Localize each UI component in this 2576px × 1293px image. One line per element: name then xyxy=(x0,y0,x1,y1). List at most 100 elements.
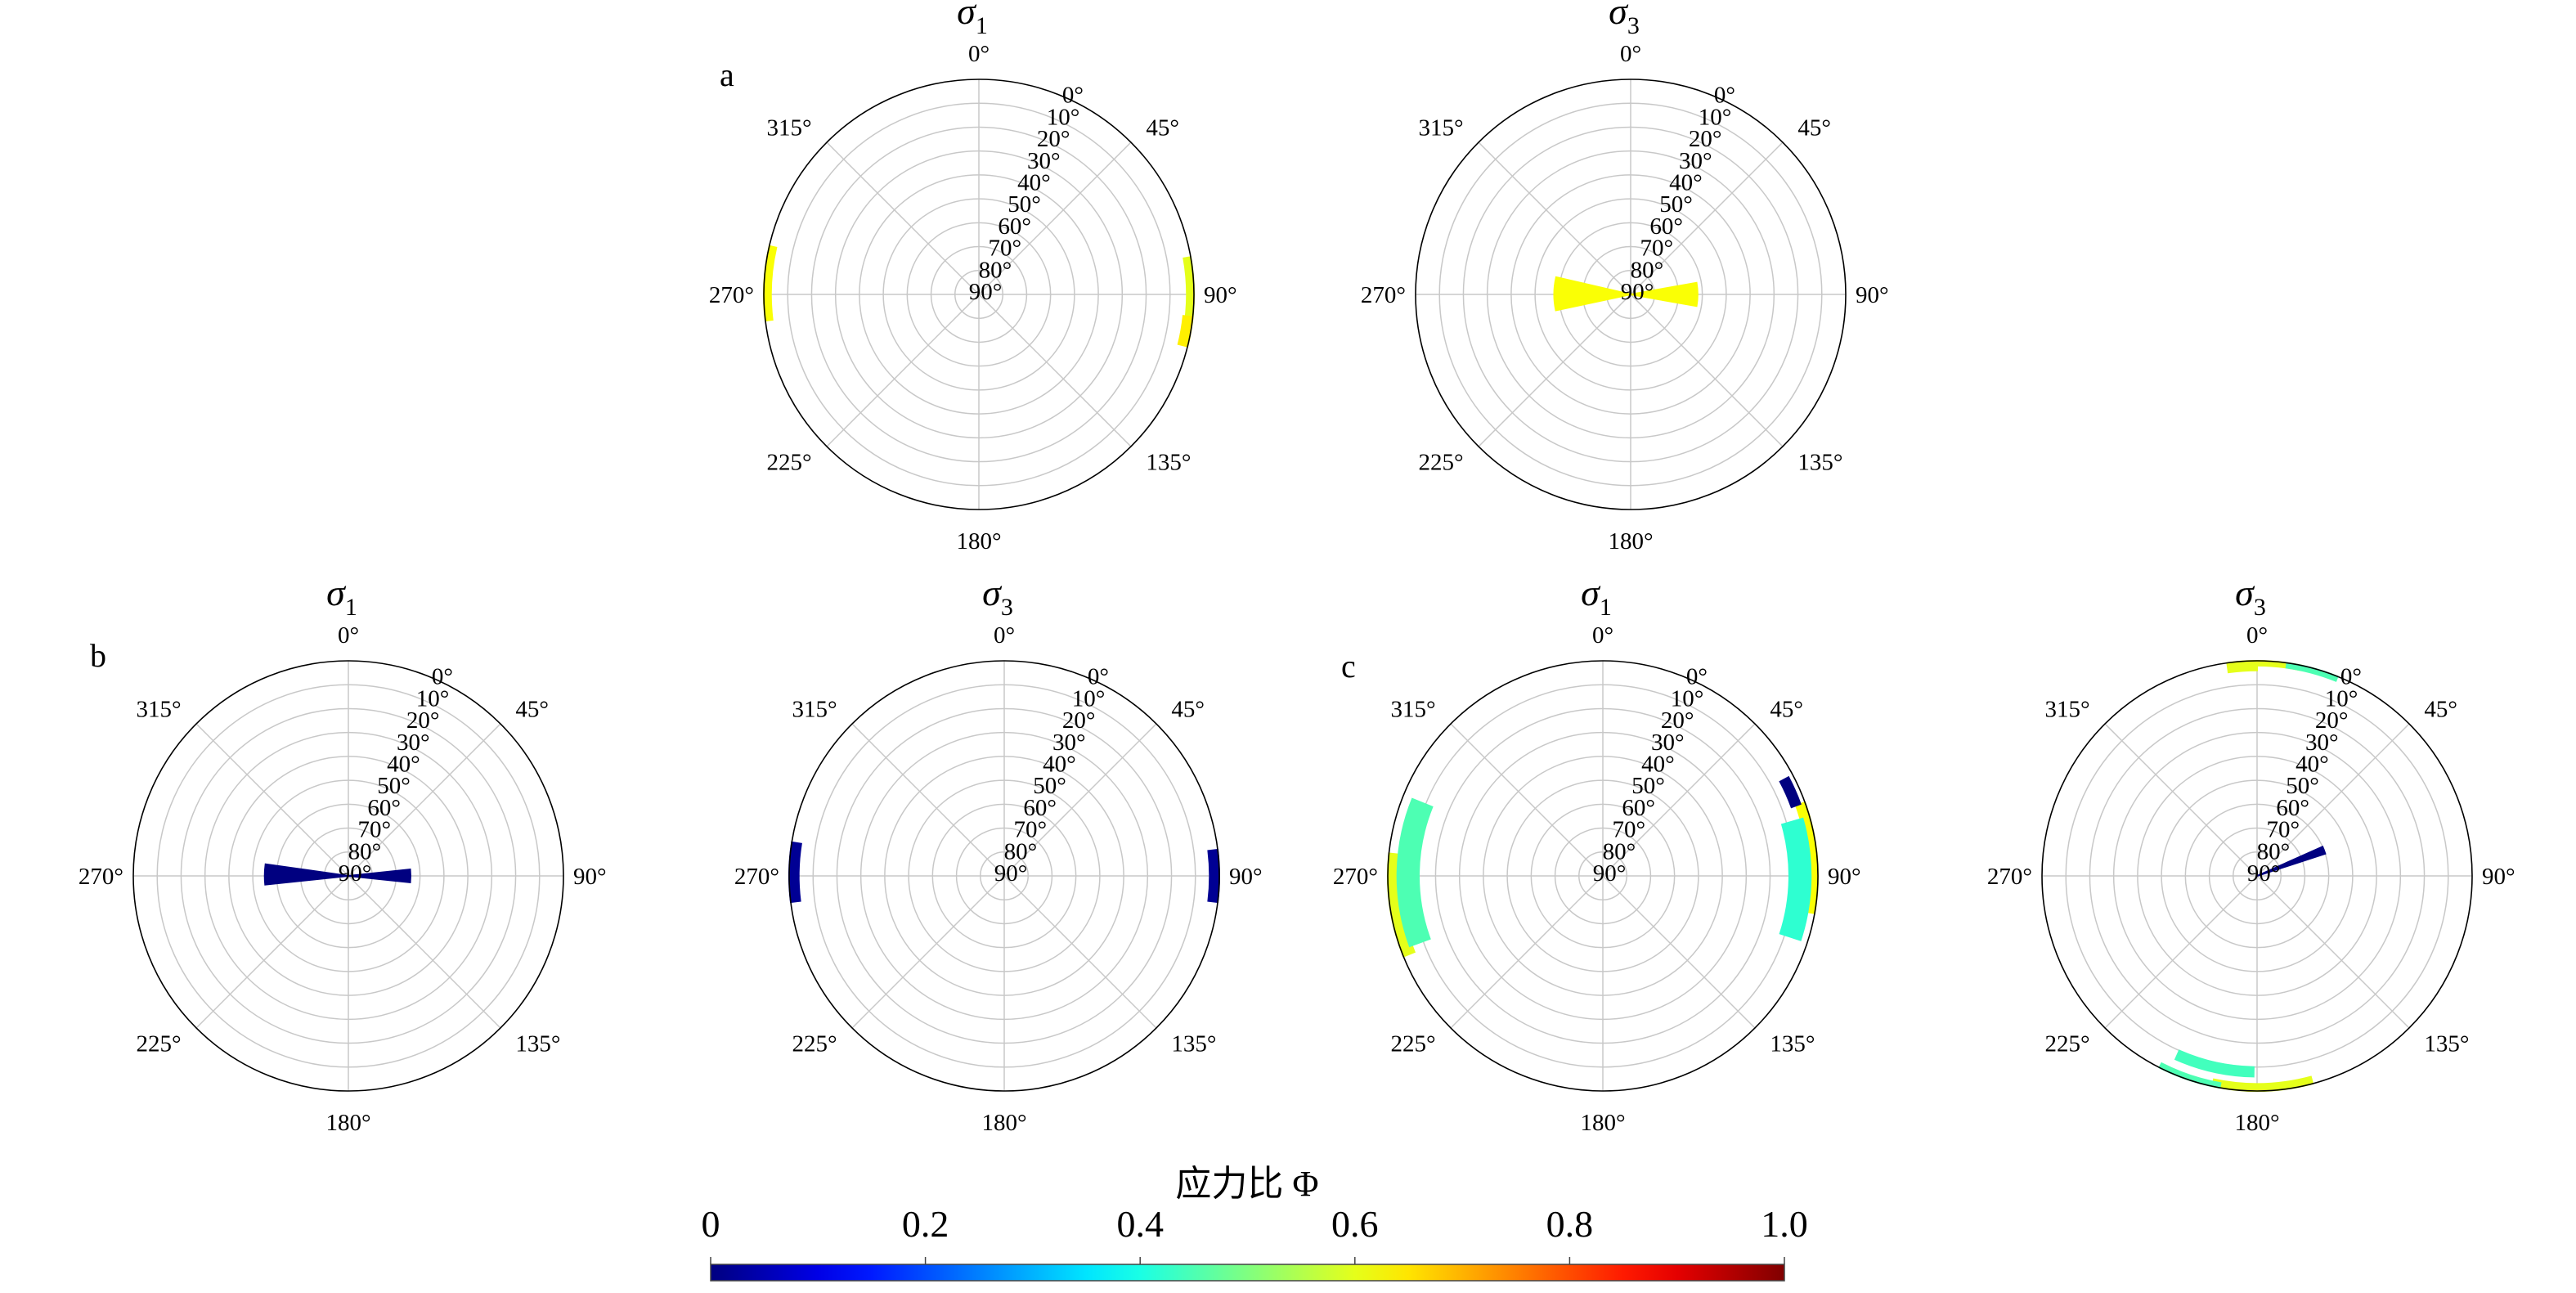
azimuth-label: 0° xyxy=(994,622,1015,649)
azimuth-label: 90° xyxy=(573,864,607,890)
radial-label: 70° xyxy=(1013,817,1047,843)
azimuth-label: 180° xyxy=(956,528,1001,554)
radial-label: 70° xyxy=(2266,817,2300,843)
radial-label: 0° xyxy=(2340,664,2362,690)
panel-title-subscript: 1 xyxy=(1600,594,1612,621)
rose-petal xyxy=(1779,775,1802,809)
rose-petal xyxy=(1553,276,1631,312)
azimuth-label: 0° xyxy=(1620,41,1641,67)
colorbar-ticks: 0 0.2 0.4 0.6 0.8 1.0 xyxy=(702,1203,1808,1264)
azimuth-label: 270° xyxy=(709,282,754,308)
radial-label: 20° xyxy=(406,707,440,734)
radial-label: 50° xyxy=(377,773,411,799)
rose-petal xyxy=(2256,846,2327,877)
colorbar-tick-label: 0.4 xyxy=(1116,1203,1164,1245)
radial-label: 40° xyxy=(1641,752,1675,778)
azimuth-label: 0° xyxy=(2246,622,2268,649)
azimuth-label: 180° xyxy=(1580,1110,1625,1136)
rose-petal xyxy=(348,868,411,884)
azimuth-label: 180° xyxy=(325,1110,370,1136)
polar-panel: 0°45°90°135°180°225°270°315°0°10°20°30°4… xyxy=(709,0,1237,554)
radial-label: 40° xyxy=(1669,170,1703,196)
outer-ring xyxy=(1387,660,1819,1092)
radial-label: 10° xyxy=(1671,685,1704,712)
outer-ring xyxy=(2041,660,2473,1092)
azimuth-label: 135° xyxy=(2424,1030,2469,1057)
azimuth-label: 45° xyxy=(515,697,549,723)
outer-ring xyxy=(763,79,1195,510)
radial-label: 90° xyxy=(339,860,372,887)
azimuth-label: 135° xyxy=(1770,1030,1815,1057)
radial-label: 70° xyxy=(357,817,391,843)
radial-label: 70° xyxy=(1640,236,1673,262)
radial-label: 30° xyxy=(1679,148,1712,174)
azimuth-label: 315° xyxy=(137,697,182,723)
azimuth-label: 270° xyxy=(1987,864,2032,890)
radial-label: 0° xyxy=(432,664,453,690)
radial-label: 90° xyxy=(1593,860,1627,887)
azimuth-label: 135° xyxy=(1146,449,1191,475)
radial-label: 60° xyxy=(1023,795,1057,821)
radial-label: 90° xyxy=(969,279,1003,305)
polar-panel: 0°45°90°135°180°225°270°315°0°10°20°30°4… xyxy=(1333,572,1861,1136)
radial-label: 10° xyxy=(416,685,450,712)
radial-label: 10° xyxy=(1047,104,1080,130)
colorbar-tick-label: 1.0 xyxy=(1761,1203,1808,1245)
radial-label: 40° xyxy=(1043,752,1076,778)
radial-label: 80° xyxy=(979,257,1012,283)
radial-label: 80° xyxy=(1004,838,1038,864)
azimuth-label: 90° xyxy=(1204,282,1237,308)
radial-label: 30° xyxy=(397,730,430,756)
azimuth-label: 90° xyxy=(2482,864,2515,890)
azimuth-label: 315° xyxy=(767,115,812,141)
grid-spoke xyxy=(826,141,1132,447)
radial-label: 0° xyxy=(1088,664,1109,690)
outer-ring xyxy=(1415,79,1847,510)
grid-spoke xyxy=(851,723,1157,1029)
polar-panel: 0°45°90°135°180°225°270°315°0°10°20°30°4… xyxy=(1987,572,2515,1136)
radial-label: 20° xyxy=(1037,126,1070,152)
rose-petal xyxy=(1207,848,1220,904)
radial-label: 30° xyxy=(1651,730,1685,756)
azimuth-label: 45° xyxy=(1797,115,1831,141)
radial-label: 50° xyxy=(2286,773,2319,799)
radial-label: 90° xyxy=(1621,279,1654,305)
radial-label: 10° xyxy=(2325,685,2358,712)
radial-label: 50° xyxy=(1659,191,1693,218)
azimuth-label: 90° xyxy=(1856,282,1889,308)
colorbar-title: 应力比 Φ xyxy=(1175,1164,1318,1204)
azimuth-label: 315° xyxy=(1391,697,1436,723)
radial-label: 10° xyxy=(1072,685,1106,712)
panel-title-subscript: 3 xyxy=(1627,12,1640,39)
colorbar-tick-label: 0 xyxy=(702,1203,720,1245)
azimuth-label: 270° xyxy=(1333,864,1378,890)
azimuth-label: 45° xyxy=(1770,697,1803,723)
azimuth-label: 135° xyxy=(515,1030,560,1057)
colorbar-tick-label: 0.8 xyxy=(1546,1203,1594,1245)
panel-title-subscript: 3 xyxy=(1001,594,1013,621)
radial-label: 40° xyxy=(2296,752,2329,778)
azimuth-label: 135° xyxy=(1797,449,1842,475)
radial-label: 0° xyxy=(1714,83,1735,109)
polar-panel: 0°45°90°135°180°225°270°315°0°10°20°30°4… xyxy=(1361,0,1889,554)
azimuth-label: 0° xyxy=(338,622,359,649)
rose-petal xyxy=(2174,1049,2255,1078)
panel-title: σ1 xyxy=(957,0,988,39)
panel-title: σ1 xyxy=(1581,572,1612,621)
rose-petal xyxy=(1630,281,1699,308)
azimuth-label: 270° xyxy=(79,864,123,890)
azimuth-label: 225° xyxy=(2045,1030,2090,1057)
rose-petal xyxy=(1396,797,1434,948)
radial-label: 30° xyxy=(2305,730,2339,756)
panel-title: σ3 xyxy=(982,572,1013,621)
colorbar-gradient xyxy=(710,1264,1785,1282)
radial-label: 90° xyxy=(2247,860,2281,887)
azimuth-label: 90° xyxy=(1828,864,1861,890)
radial-label: 50° xyxy=(1033,773,1066,799)
azimuth-label: 225° xyxy=(1391,1030,1436,1057)
polar-panels: 0°45°90°135°180°225°270°315°0°10°20°30°4… xyxy=(79,0,2515,1136)
radial-label: 80° xyxy=(2257,838,2291,864)
azimuth-label: 225° xyxy=(137,1030,182,1057)
azimuth-label: 225° xyxy=(792,1030,837,1057)
